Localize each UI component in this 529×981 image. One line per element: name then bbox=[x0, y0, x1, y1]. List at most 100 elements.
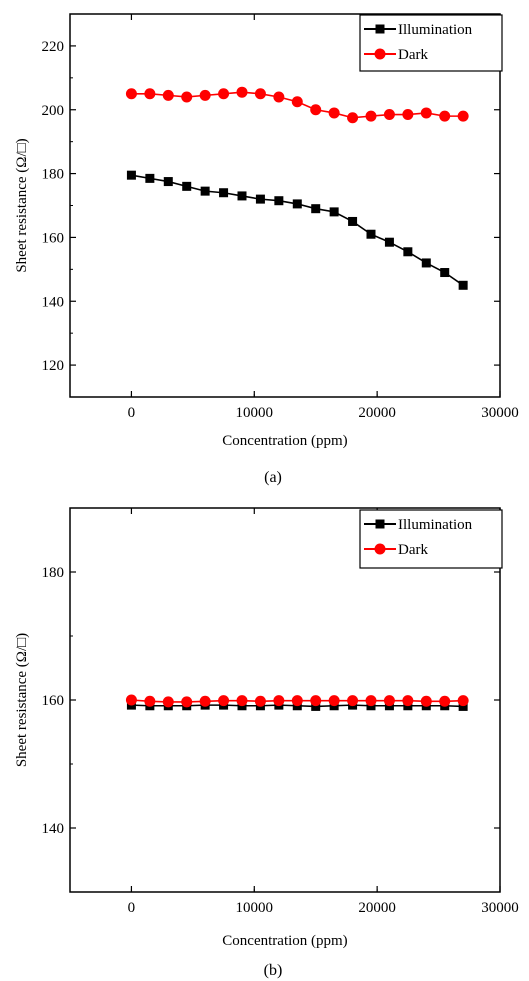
data-point bbox=[457, 695, 469, 707]
x-tick-label: 20000 bbox=[358, 900, 396, 916]
data-point bbox=[348, 216, 358, 226]
data-point bbox=[291, 695, 303, 707]
legend-box bbox=[359, 14, 503, 72]
data-point bbox=[144, 88, 156, 100]
y-tick-label: 180 bbox=[42, 167, 65, 183]
data-point bbox=[182, 181, 192, 191]
data-point bbox=[458, 701, 468, 711]
x-tick-label: 30000 bbox=[481, 900, 519, 916]
y-tick-label: 120 bbox=[42, 358, 65, 374]
legend-marker bbox=[374, 48, 386, 60]
panel-label: (b) bbox=[264, 962, 283, 979]
data-point bbox=[219, 188, 229, 198]
data-point bbox=[458, 280, 468, 290]
x-tick-label: 30000 bbox=[481, 405, 519, 421]
data-point bbox=[440, 268, 450, 278]
x-axis-title: Concentration (ppm) bbox=[222, 933, 347, 949]
data-point bbox=[162, 696, 174, 708]
legend: Illumination Dark bbox=[359, 14, 503, 72]
data-point bbox=[274, 196, 284, 206]
legend-marker bbox=[374, 543, 386, 555]
legend: Illumination Dark bbox=[359, 509, 503, 569]
data-point bbox=[236, 86, 248, 98]
legend-label: Dark bbox=[398, 47, 428, 63]
data-point bbox=[144, 695, 156, 707]
series-dark bbox=[125, 86, 469, 124]
data-point bbox=[254, 695, 266, 707]
data-point bbox=[383, 695, 395, 707]
data-point bbox=[200, 186, 210, 196]
data-point bbox=[218, 88, 230, 100]
x-tick-label: 0 bbox=[128, 900, 136, 916]
chart-panel-b: 0 10000 20000 30000 140 160 180 Concentration (… bbox=[14, 507, 519, 979]
data-point bbox=[273, 695, 285, 707]
data-point bbox=[181, 696, 193, 708]
data-point bbox=[273, 91, 285, 103]
data-point bbox=[237, 191, 247, 201]
panel-label: (a) bbox=[264, 469, 282, 486]
data-point bbox=[365, 695, 377, 707]
data-point bbox=[125, 694, 137, 706]
y-tick-label: 220 bbox=[42, 39, 65, 55]
data-point bbox=[254, 88, 266, 100]
series-illumination bbox=[126, 170, 468, 290]
legend-marker bbox=[375, 519, 385, 529]
y-tick-label: 200 bbox=[42, 103, 65, 119]
data-point bbox=[311, 204, 321, 214]
data-point bbox=[292, 199, 302, 209]
data-point bbox=[402, 695, 414, 707]
y-tick-label: 160 bbox=[42, 230, 65, 246]
data-point bbox=[199, 695, 211, 707]
data-point bbox=[236, 695, 248, 707]
y-axis-title: Sheet resistance (Ω/□) bbox=[14, 138, 30, 272]
data-point bbox=[310, 695, 322, 707]
x-tick-label: 0 bbox=[128, 405, 136, 421]
data-point bbox=[162, 89, 174, 101]
x-tick-label: 10000 bbox=[236, 405, 274, 421]
data-point bbox=[439, 110, 451, 122]
legend-label: Illumination bbox=[398, 22, 473, 38]
data-point bbox=[329, 207, 339, 217]
series-line bbox=[131, 174, 464, 286]
data-point bbox=[366, 229, 376, 239]
legend-label: Dark bbox=[398, 542, 428, 558]
data-point bbox=[328, 107, 340, 119]
data-point bbox=[421, 258, 431, 268]
series-dark bbox=[125, 694, 469, 708]
data-point bbox=[311, 701, 321, 711]
data-point bbox=[126, 170, 136, 180]
data-point bbox=[402, 109, 414, 121]
y-tick-label: 160 bbox=[42, 693, 65, 709]
y-axis-title: Sheet resistance (Ω/□) bbox=[14, 633, 30, 767]
y-tick-label: 180 bbox=[42, 565, 65, 581]
data-point bbox=[365, 110, 377, 122]
data-point bbox=[145, 173, 155, 183]
data-point bbox=[420, 695, 432, 707]
data-point bbox=[384, 237, 394, 247]
chart-panel-a: 0 10000 20000 30000 120 140 160 180 200 220 Concen… bbox=[14, 13, 519, 486]
data-point bbox=[310, 104, 322, 116]
data-point bbox=[457, 110, 469, 122]
data-point bbox=[199, 89, 211, 101]
data-point bbox=[420, 107, 432, 119]
data-point bbox=[218, 695, 230, 707]
data-point bbox=[439, 695, 451, 707]
data-point bbox=[328, 695, 340, 707]
x-tick-label: 20000 bbox=[358, 405, 396, 421]
data-point bbox=[181, 91, 193, 103]
y-tick-label: 140 bbox=[42, 294, 65, 310]
legend-marker bbox=[375, 24, 385, 34]
data-point bbox=[347, 695, 359, 707]
y-tick-label: 140 bbox=[42, 821, 65, 837]
x-axis-title: Concentration (ppm) bbox=[222, 433, 347, 449]
data-point bbox=[383, 109, 395, 121]
data-point bbox=[163, 177, 173, 187]
data-point bbox=[291, 96, 303, 108]
data-point bbox=[347, 112, 359, 124]
data-point bbox=[403, 247, 413, 257]
data-point bbox=[125, 88, 137, 100]
legend-label: Illumination bbox=[398, 517, 473, 533]
x-tick-label: 10000 bbox=[236, 900, 274, 916]
data-point bbox=[255, 194, 265, 204]
